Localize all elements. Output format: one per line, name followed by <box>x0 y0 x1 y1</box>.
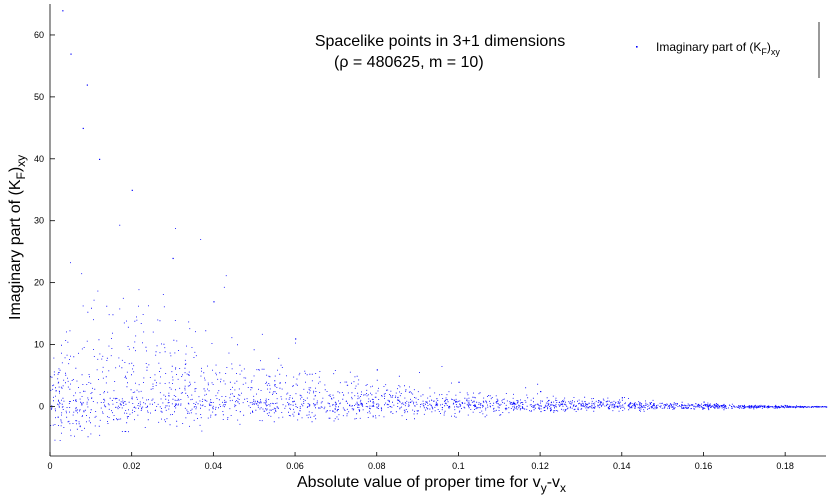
ylabel-sub2: xy <box>14 155 28 167</box>
legend-main: Imaginary part of (K <box>656 40 761 54</box>
x-tick-label: 0.14 <box>613 461 631 471</box>
y-tick-label: 30 <box>34 216 44 226</box>
ylabel-close: ) <box>7 167 24 172</box>
chart-title-line2: (ρ = 480625, m = 10) <box>334 54 484 71</box>
x-tick-label: 0.04 <box>205 461 223 471</box>
xlabel-sub2: x <box>560 481 566 495</box>
scatter-point-cloud <box>50 224 827 441</box>
legend-marker <box>636 46 638 48</box>
scatter-point <box>62 10 64 12</box>
scatter-point <box>376 369 378 371</box>
legend-close: ) <box>767 40 771 54</box>
title-rho-symbol: ρ <box>339 54 348 71</box>
xlabel-sub1: y <box>541 481 547 495</box>
x-tick-label: 0.06 <box>286 461 304 471</box>
x-axis-label: Absolute value of proper time for vy-vx <box>297 474 566 495</box>
scatter-point <box>99 158 101 160</box>
title-open-paren: ( <box>334 54 340 71</box>
scatter-point <box>540 390 542 393</box>
data-points <box>50 10 828 441</box>
y-tick-label: 50 <box>34 92 44 102</box>
x-tick-label: 0.18 <box>776 461 794 471</box>
y-tick-label: 0 <box>39 401 44 411</box>
scatter-point <box>131 189 133 191</box>
scatter-point <box>70 53 72 55</box>
scatter-point <box>213 301 215 303</box>
x-tick-label: 0.08 <box>368 461 386 471</box>
ylabel-main: Imaginary part of (K <box>7 179 24 320</box>
title-params: = 480625, m = 10) <box>348 54 483 71</box>
legend-sub2: xy <box>771 47 781 57</box>
x-ticks: 0 0.02 0.04 0.06 0.08 0.1 0.12 0.14 0.16 0.18 <box>47 452 794 471</box>
xlabel-dash: -v <box>547 474 560 491</box>
legend-sub1: F <box>761 47 767 57</box>
scatter-point <box>826 406 828 408</box>
y-tick-label: 40 <box>34 154 44 164</box>
legend: Imaginary part of (KF)xy <box>636 22 820 78</box>
y-tick-label: 10 <box>34 340 44 350</box>
legend-label: Imaginary part of (KF)xy <box>656 40 780 57</box>
x-tick-label: 0.16 <box>695 461 713 471</box>
y-axis-label: Imaginary part of (KF)xy <box>7 155 28 320</box>
scatter-point <box>703 401 705 403</box>
scatter-point <box>621 397 623 399</box>
scatter-point <box>295 338 297 340</box>
chart-title-line1: Spacelike points in 3+1 dimensions <box>315 33 565 50</box>
xlabel-main: Absolute value of proper time for v <box>297 474 541 491</box>
x-tick-label: 0.12 <box>531 461 549 471</box>
y-ticks: 0 10 20 30 40 50 60 <box>34 30 55 411</box>
x-tick-label: 0.1 <box>452 461 465 471</box>
scatter-point <box>82 127 84 130</box>
scatter-point <box>785 405 787 407</box>
x-tick-label: 0 <box>47 461 52 471</box>
y-tick-label: 20 <box>34 278 44 288</box>
ylabel-sub1: F <box>14 172 28 179</box>
scatter-point <box>172 257 174 260</box>
scatter-point <box>458 381 460 383</box>
scatter-point <box>86 84 88 86</box>
x-tick-label: 0.02 <box>123 461 141 471</box>
y-tick-label: 60 <box>34 30 44 40</box>
